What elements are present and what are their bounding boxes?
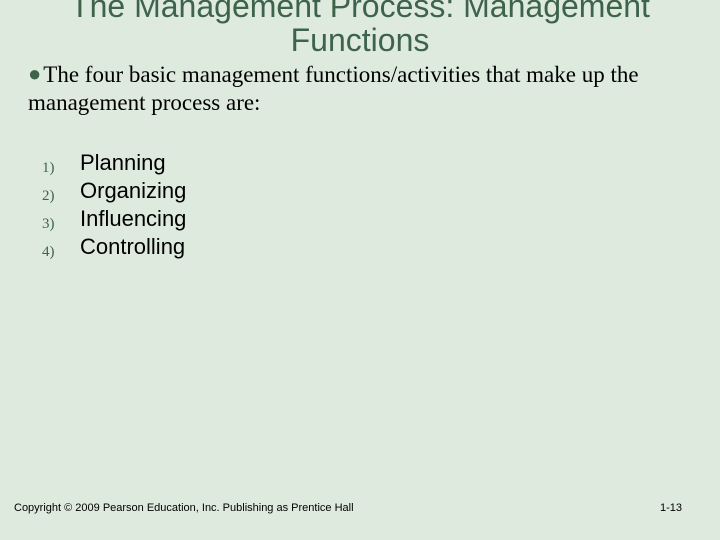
list-item: 1) Planning [42,150,720,176]
list-number: 4) [42,244,80,261]
intro-paragraph: ●The four basic management functions/act… [0,61,720,116]
intro-text: The four basic management functions/acti… [28,62,639,115]
list-item: 3) Influencing [42,206,720,232]
page-number: 1-13 [660,502,682,514]
function-list: 1) Planning 2) Organizing 3) Influencing… [0,150,720,260]
list-number: 2) [42,188,80,205]
list-item: 4) Controlling [42,234,720,260]
list-item: 2) Organizing [42,178,720,204]
list-text: Planning [80,150,166,176]
slide-title: The Management Process: Management Funct… [0,0,720,57]
list-number: 1) [42,160,80,177]
list-number: 3) [42,216,80,233]
list-text: Controlling [80,234,185,260]
list-text: Influencing [80,206,186,232]
bullet-icon: ● [28,61,41,86]
list-text: Organizing [80,178,186,204]
copyright-footer: Copyright © 2009 Pearson Education, Inc.… [14,502,354,514]
